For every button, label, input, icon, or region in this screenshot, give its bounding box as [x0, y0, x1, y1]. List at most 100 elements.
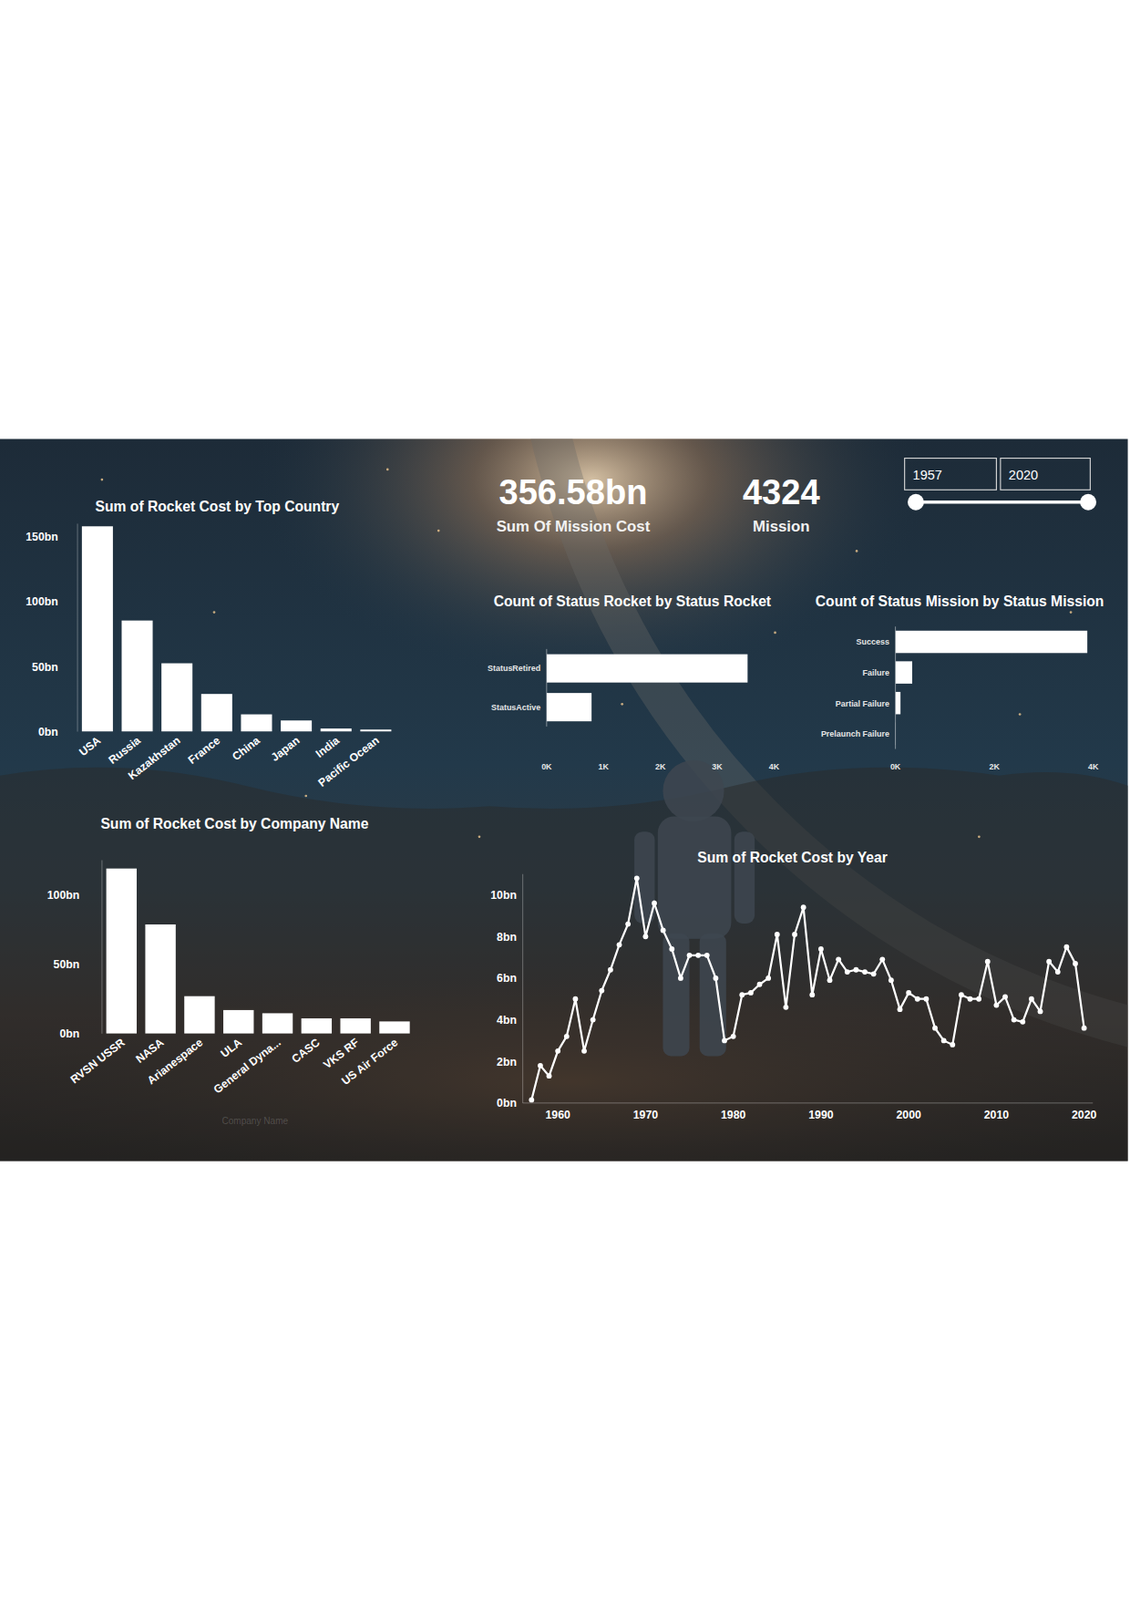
x-tick-label: 1980	[720, 1108, 747, 1121]
x-tick	[773, 726, 775, 729]
marker	[537, 1062, 544, 1069]
arm	[734, 831, 755, 924]
marker	[625, 921, 631, 927]
bars	[106, 868, 411, 1034]
x-tick-label: 0K	[541, 761, 553, 771]
marker	[958, 991, 965, 997]
marker	[967, 996, 974, 1002]
marker	[827, 976, 833, 983]
marker	[801, 904, 807, 910]
bar	[895, 691, 902, 715]
x-tick-label: Russia	[105, 733, 144, 767]
x-tick-label: ULA	[218, 1035, 246, 1060]
slider-handle[interactable]	[1079, 493, 1097, 511]
y-axis-line	[101, 860, 103, 1034]
marker	[932, 1025, 938, 1031]
marker	[748, 989, 754, 996]
x-tick	[894, 749, 896, 751]
star	[437, 529, 441, 533]
y-axis-line	[77, 523, 79, 731]
chart-title: Count of Status Mission by Status Missio…	[815, 593, 1105, 609]
helmet	[662, 760, 724, 822]
x-tick-label: RVSN USSR	[68, 1035, 128, 1086]
y-tick-label: 0bn	[38, 725, 59, 739]
bar	[895, 630, 1089, 654]
star	[101, 478, 104, 482]
y-tick	[519, 1018, 523, 1020]
y-tick-label: 50bn	[31, 660, 59, 674]
bar	[82, 525, 113, 731]
x-tick-label: US Air Force	[339, 1035, 401, 1088]
marker	[721, 1037, 728, 1043]
y-tick-label: 0bn	[496, 1096, 517, 1110]
line	[531, 877, 1084, 1100]
y-tick	[99, 963, 103, 965]
bar	[201, 693, 233, 731]
star	[773, 631, 777, 635]
chart-title: Sum of Rocket Cost by Top Country	[95, 498, 340, 514]
marker	[1063, 944, 1069, 950]
marker	[634, 874, 640, 881]
x-tick	[645, 1102, 647, 1106]
marker	[573, 996, 579, 1002]
y-tick-label: Success	[856, 636, 890, 647]
x-tick	[557, 1102, 559, 1106]
marker	[1028, 996, 1035, 1002]
slider-box[interactable]	[1000, 458, 1090, 491]
marker	[835, 955, 842, 962]
x-tick-label: 4K	[769, 761, 781, 771]
slider-handle[interactable]	[907, 493, 925, 511]
bar	[339, 1017, 370, 1034]
background	[0, 438, 1129, 1161]
marker	[695, 952, 701, 958]
x-tick-label: 2K	[655, 761, 667, 771]
x-tick-label: Japan	[268, 733, 303, 764]
marker	[879, 955, 885, 962]
marker	[765, 975, 771, 981]
marker	[905, 989, 912, 996]
x-tick-label: 3K	[711, 761, 723, 771]
year-slider: 19572020	[904, 458, 1097, 511]
y-tick	[99, 1032, 103, 1034]
x-tick-label: CASC	[289, 1035, 323, 1066]
marker	[871, 970, 877, 976]
marker	[739, 991, 745, 997]
marker	[993, 1002, 999, 1008]
bar	[546, 692, 592, 721]
slider-max: 2020	[1008, 467, 1038, 483]
bar	[122, 620, 154, 732]
bar	[262, 1012, 293, 1033]
y-tick-label: StatusActive	[491, 702, 541, 712]
x-axis-line	[523, 1101, 1094, 1103]
x-tick-label: 1960	[544, 1108, 571, 1121]
hbar-chart: Count of Status Mission by Status Missio…	[815, 593, 1105, 771]
y-tick	[519, 935, 523, 937]
marker	[774, 931, 781, 937]
x-tick-label: 2K	[988, 761, 1000, 771]
x-tick-label: Pacific Ocean	[316, 733, 382, 790]
bar	[280, 719, 312, 731]
chart-title: Sum of Rocket Cost by Year	[697, 849, 888, 865]
x-tick	[716, 726, 718, 729]
slider-box[interactable]	[904, 458, 997, 491]
marker	[1011, 1017, 1017, 1023]
y-tick-label: StatusRetired	[487, 663, 541, 673]
marker	[1072, 960, 1079, 966]
bars	[82, 525, 392, 731]
slider-track	[915, 500, 1089, 504]
chart-title: Count of Status Rocket by Status Rocket	[493, 593, 772, 609]
star	[977, 834, 981, 838]
y-tick	[74, 666, 78, 668]
marker	[1081, 1025, 1088, 1031]
marker	[730, 1033, 737, 1039]
marker	[1037, 1008, 1044, 1015]
bar	[184, 996, 215, 1034]
marker	[528, 1097, 535, 1103]
bar	[301, 1017, 332, 1034]
y-tick-label: Failure	[862, 667, 890, 678]
bar	[895, 660, 913, 684]
bar	[240, 714, 272, 732]
x-tick-label: China	[229, 733, 263, 763]
marker	[1046, 958, 1052, 965]
line-chart: 0bn2bn4bn6bn8bn10bn196019701980199020002…	[490, 849, 1097, 1121]
